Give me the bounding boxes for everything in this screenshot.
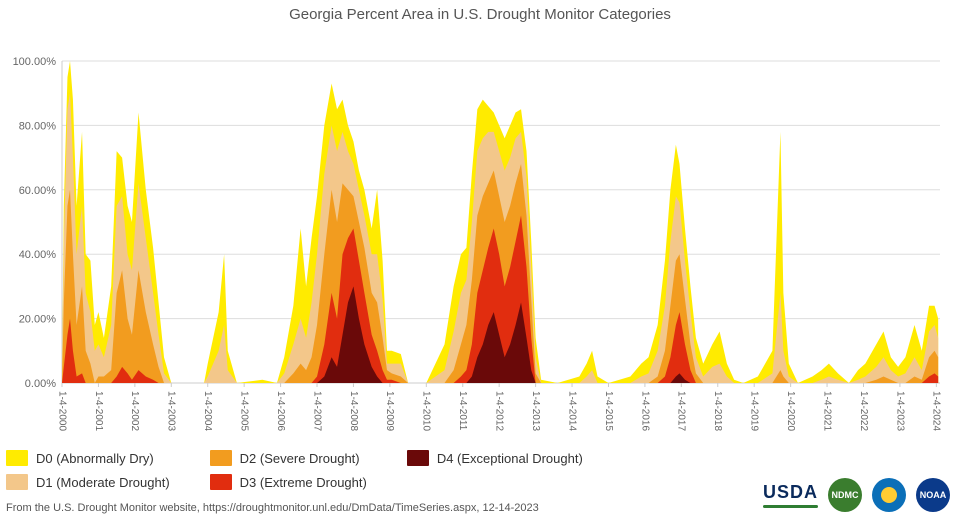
svg-text:1-4-2000: 1-4-2000 bbox=[56, 391, 67, 431]
doc-logo bbox=[872, 478, 906, 512]
legend-label: D4 (Exceptional Drought) bbox=[437, 451, 583, 466]
svg-text:0.00%: 0.00% bbox=[25, 378, 56, 390]
svg-text:1-4-2014: 1-4-2014 bbox=[566, 391, 577, 431]
stacked-area-chart: 0.00% 20.00% 40.00% 60.00% 80.00% 100.00% 1-4-… bbox=[0, 23, 960, 443]
svg-text:1-4-2019: 1-4-2019 bbox=[749, 391, 760, 431]
legend-item-d3: D3 (Extreme Drought) bbox=[210, 474, 367, 490]
svg-text:1-4-2022: 1-4-2022 bbox=[858, 391, 869, 431]
svg-text:1-4-2017: 1-4-2017 bbox=[676, 391, 687, 431]
svg-text:60.00%: 60.00% bbox=[19, 185, 57, 197]
svg-text:1-4-2010: 1-4-2010 bbox=[421, 391, 432, 431]
svg-text:1-4-2015: 1-4-2015 bbox=[603, 391, 614, 431]
legend-swatch bbox=[407, 450, 429, 466]
svg-text:1-4-2008: 1-4-2008 bbox=[348, 391, 359, 431]
legend-label: D1 (Moderate Drought) bbox=[36, 475, 170, 490]
legend-label: D3 (Extreme Drought) bbox=[240, 475, 367, 490]
svg-text:1-4-2011: 1-4-2011 bbox=[457, 391, 468, 431]
svg-text:1-4-2002: 1-4-2002 bbox=[129, 391, 140, 431]
svg-text:1-4-2007: 1-4-2007 bbox=[311, 391, 322, 431]
chart-title: Georgia Percent Area in U.S. Drought Mon… bbox=[0, 0, 960, 23]
svg-text:1-4-2003: 1-4-2003 bbox=[166, 391, 177, 431]
legend-item-d1: D1 (Moderate Drought) bbox=[6, 474, 170, 490]
svg-text:1-4-2012: 1-4-2012 bbox=[494, 391, 505, 431]
svg-text:40.00%: 40.00% bbox=[19, 249, 57, 261]
noaa-logo: NOAA bbox=[916, 478, 950, 512]
legend-swatch bbox=[210, 450, 232, 466]
legend: D0 (Abnormally Dry) D2 (Severe Drought) D4… bbox=[6, 450, 583, 490]
svg-text:1-4-2018: 1-4-2018 bbox=[712, 391, 723, 431]
legend-item-d4: D4 (Exceptional Drought) bbox=[407, 450, 583, 466]
svg-text:1-4-2021: 1-4-2021 bbox=[821, 391, 832, 431]
legend-item-d2: D2 (Severe Drought) bbox=[210, 450, 367, 466]
svg-text:1-4-2005: 1-4-2005 bbox=[239, 391, 250, 431]
svg-text:1-4-2023: 1-4-2023 bbox=[894, 391, 905, 431]
svg-text:1-4-2004: 1-4-2004 bbox=[202, 391, 213, 431]
legend-label: D0 (Abnormally Dry) bbox=[36, 451, 154, 466]
svg-text:100.00%: 100.00% bbox=[13, 56, 57, 68]
usda-logo: USDA bbox=[763, 482, 818, 508]
logos-row: USDA NDMC NOAA bbox=[763, 478, 950, 512]
ndmc-logo: NDMC bbox=[828, 478, 862, 512]
legend-item-d0: D0 (Abnormally Dry) bbox=[6, 450, 170, 466]
svg-text:1-4-2001: 1-4-2001 bbox=[93, 391, 104, 431]
svg-text:1-4-2020: 1-4-2020 bbox=[785, 391, 796, 431]
source-footer: From the U.S. Drought Monitor website, h… bbox=[6, 502, 539, 514]
svg-text:80.00%: 80.00% bbox=[19, 120, 57, 132]
legend-label: D2 (Severe Drought) bbox=[240, 451, 360, 466]
svg-text:1-4-2013: 1-4-2013 bbox=[530, 391, 541, 431]
legend-swatch bbox=[210, 474, 232, 490]
svg-text:1-4-2016: 1-4-2016 bbox=[639, 391, 650, 431]
plot-wrap: 0.00% 20.00% 40.00% 60.00% 80.00% 100.00% 1-4-… bbox=[0, 23, 960, 448]
svg-text:1-4-2006: 1-4-2006 bbox=[275, 391, 286, 431]
svg-text:1-4-2009: 1-4-2009 bbox=[384, 391, 395, 431]
legend-swatch bbox=[6, 450, 28, 466]
legend-swatch bbox=[6, 474, 28, 490]
svg-text:20.00%: 20.00% bbox=[19, 314, 57, 326]
svg-text:1-4-2024: 1-4-2024 bbox=[931, 391, 942, 431]
